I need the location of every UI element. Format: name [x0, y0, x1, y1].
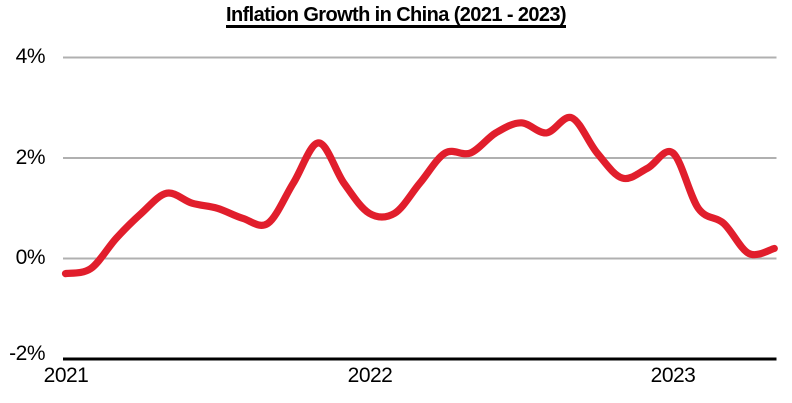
chart-title-row: Inflation Growth in China (2021 - 2023) [0, 2, 792, 29]
x-tick-label-2022: 2022 [347, 364, 393, 387]
inflation-series-line [61, 113, 778, 278]
x-tick-label-2023: 2023 [650, 364, 696, 387]
y-tick-label-neg2pct: -2% [9, 342, 45, 365]
y-tick-label-4pct: 4% [15, 45, 46, 68]
y-tick-label-2pct: 2% [15, 146, 46, 169]
chart-title: Inflation Growth in China (2021 - 2023) [226, 4, 567, 26]
x-tick-label-2021: 2021 [43, 364, 89, 387]
y-tick-label-0pct: 0% [15, 246, 46, 269]
